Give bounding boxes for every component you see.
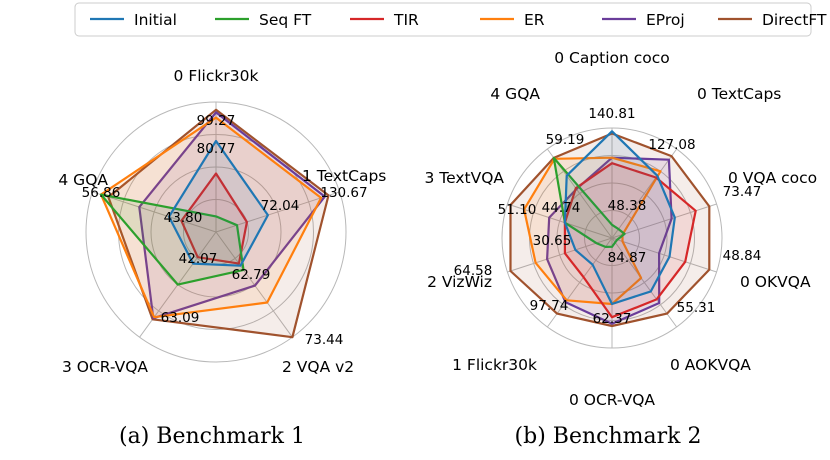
tick-value-label: 140.81 (588, 106, 635, 122)
tick-value-label: 62.79 (232, 267, 271, 283)
series-seq-ft (552, 156, 626, 248)
tick-value-label: 63.09 (161, 310, 200, 326)
series-er (99, 116, 323, 319)
tick-value-label: 72.04 (261, 198, 300, 214)
radar-chart-benchmark-1: 0 Flickr30k 1 TextCaps 2 VQA v2 3 OCR-VQA 4 … (58, 67, 386, 376)
axis-label-3-textvqa: 3 TextVQA (424, 169, 504, 187)
legend-label-directft: DirectFT (762, 11, 827, 29)
axis-label-4-gqa: 4 GQA (490, 85, 540, 103)
radar-chart-benchmark-2: 0 Caption coco 0 TextCaps 0 VQA coco 0 OKVQ… (424, 49, 817, 409)
legend-label-initial: Initial (134, 11, 177, 29)
axis-label-0-caption-coco: 0 Caption coco (554, 49, 670, 67)
legend-label-seq-ft: Seq FT (259, 11, 312, 29)
axis-label-2-vqa-v2: 2 VQA v2 (282, 358, 354, 376)
series-tir (563, 162, 697, 319)
tick-value-label: 97.74 (530, 298, 569, 314)
axis-label-1-flickr30k: 1 Flickr30k (452, 356, 537, 374)
series-eproj (138, 111, 326, 320)
series-directft (107, 108, 330, 339)
axis-label-0-okvqa: 0 OKVQA (740, 273, 811, 291)
tick-value-label: 43.80 (164, 210, 203, 226)
tick-value-label: 73.47 (723, 184, 762, 200)
tick-value-label: 55.31 (677, 300, 716, 316)
tick-value-label: 130.67 (320, 185, 367, 201)
axis-spoke (507, 237, 613, 273)
series-polygons (99, 108, 330, 339)
tick-value-label: 42.07 (179, 251, 218, 267)
axis-spoke (611, 148, 678, 239)
tick-value-label: 44.74 (542, 200, 581, 216)
tick-value-label: 30.65 (533, 233, 572, 249)
axis-spoke (546, 237, 613, 328)
caption-benchmark-1: (a) Benchmark 1 (119, 424, 305, 449)
series-eproj (545, 156, 673, 325)
legend-label-eproj: EProj (646, 11, 685, 29)
series-seq-ft (99, 193, 245, 286)
axis-label-0-ocr-vqa: 0 OCR-VQA (569, 391, 655, 409)
series-tir (180, 172, 248, 265)
tick-value-label: 48.84 (723, 248, 762, 264)
series-initial (167, 139, 269, 267)
axis-labels: 0 Caption coco 0 TextCaps 0 VQA coco 0 OKVQ… (424, 49, 817, 409)
tick-value-label: 64.58 (454, 263, 493, 279)
series-polygons (509, 130, 711, 328)
axis-spoke (215, 231, 293, 338)
tick-value-label: 56.86 (82, 185, 121, 201)
axis-label-0-textcaps: 0 TextCaps (697, 85, 781, 103)
axis-label-3-ocr-vqa: 3 OCR-VQA (62, 358, 148, 376)
axis-label-0-vqa-coco: 0 VQA coco (728, 169, 817, 187)
tick-value-label: 84.87 (608, 250, 647, 266)
tick-value-label: 48.38 (608, 198, 647, 214)
axis-spoke (611, 203, 717, 239)
axis-label-0-flickr30k: 0 Flickr30k (174, 67, 259, 85)
axis-label-2-vizwiz: 2 VizWiz (427, 273, 492, 291)
tick-value-label: 62.37 (593, 311, 632, 327)
legend-label-tir: TIR (393, 11, 419, 29)
tick-value-labels: 140.81 127.08 73.47 48.84 55.31 62.37 97.74 84.… (454, 106, 762, 327)
radar-grid (501, 127, 723, 349)
legend: Initial Seq FT TIR ER EProj DirectFT (74, 2, 827, 37)
legend-label-er: ER (524, 11, 545, 29)
axis-spoke (611, 237, 717, 273)
axis-spoke (611, 237, 678, 328)
axis-spoke (92, 191, 217, 233)
tick-value-label: 80.77 (197, 141, 236, 157)
series-initial (563, 130, 676, 306)
tick-value-labels: 99.27 80.77 130.67 72.04 73.44 62.79 63.09 42.0… (82, 113, 368, 348)
axis-label-4-gqa: 4 GQA (58, 171, 108, 189)
legend-frame (74, 2, 812, 37)
axis-label-0-aokvqa: 0 AOKVQA (670, 356, 751, 374)
axis-label-1-textcaps: 1 TextCaps (302, 167, 386, 185)
tick-value-label: 127.08 (648, 137, 695, 153)
tick-value-label: 51.10 (498, 202, 537, 218)
axis-labels: 0 Flickr30k 1 TextCaps 2 VQA v2 3 OCR-VQA 4 … (58, 67, 386, 376)
tick-value-label: 59.19 (546, 132, 585, 148)
caption-benchmark-2: (b) Benchmark 2 (515, 424, 702, 449)
tick-value-label: 99.27 (197, 113, 236, 129)
tick-value-label: 73.44 (305, 332, 344, 348)
